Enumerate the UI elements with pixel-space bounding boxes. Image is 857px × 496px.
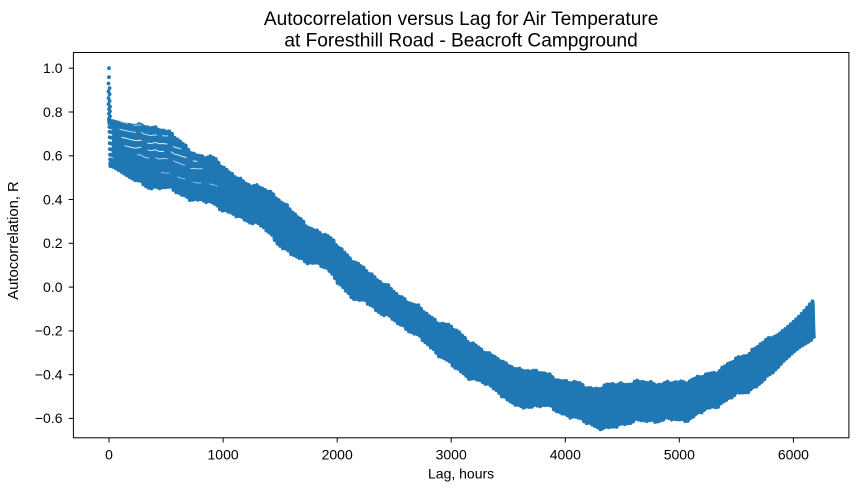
svg-text:0.6: 0.6 — [43, 148, 63, 164]
svg-text:0.2: 0.2 — [43, 235, 63, 251]
svg-text:1.0: 1.0 — [43, 60, 63, 76]
svg-text:0.8: 0.8 — [43, 104, 63, 120]
svg-text:−0.6: −0.6 — [35, 410, 63, 426]
svg-text:1000: 1000 — [208, 446, 239, 462]
svg-text:Autocorrelation, R: Autocorrelation, R — [6, 181, 22, 299]
svg-text:−0.2: −0.2 — [35, 323, 63, 339]
svg-text:0.0: 0.0 — [43, 279, 63, 295]
svg-text:0.4: 0.4 — [43, 191, 63, 207]
svg-text:4000: 4000 — [550, 446, 581, 462]
svg-text:3000: 3000 — [436, 446, 467, 462]
svg-text:−0.4: −0.4 — [35, 367, 63, 383]
svg-text:Lag, hours: Lag, hours — [428, 465, 494, 481]
svg-text:5000: 5000 — [664, 446, 695, 462]
svg-text:at Foresthill Road - Beacroft: at Foresthill Road - Beacroft Campground — [284, 31, 637, 52]
svg-text:Autocorrelation versus Lag for: Autocorrelation versus Lag for Air Tempe… — [264, 9, 658, 30]
svg-text:2000: 2000 — [322, 446, 353, 462]
svg-text:0: 0 — [105, 446, 113, 462]
svg-text:6000: 6000 — [778, 446, 809, 462]
